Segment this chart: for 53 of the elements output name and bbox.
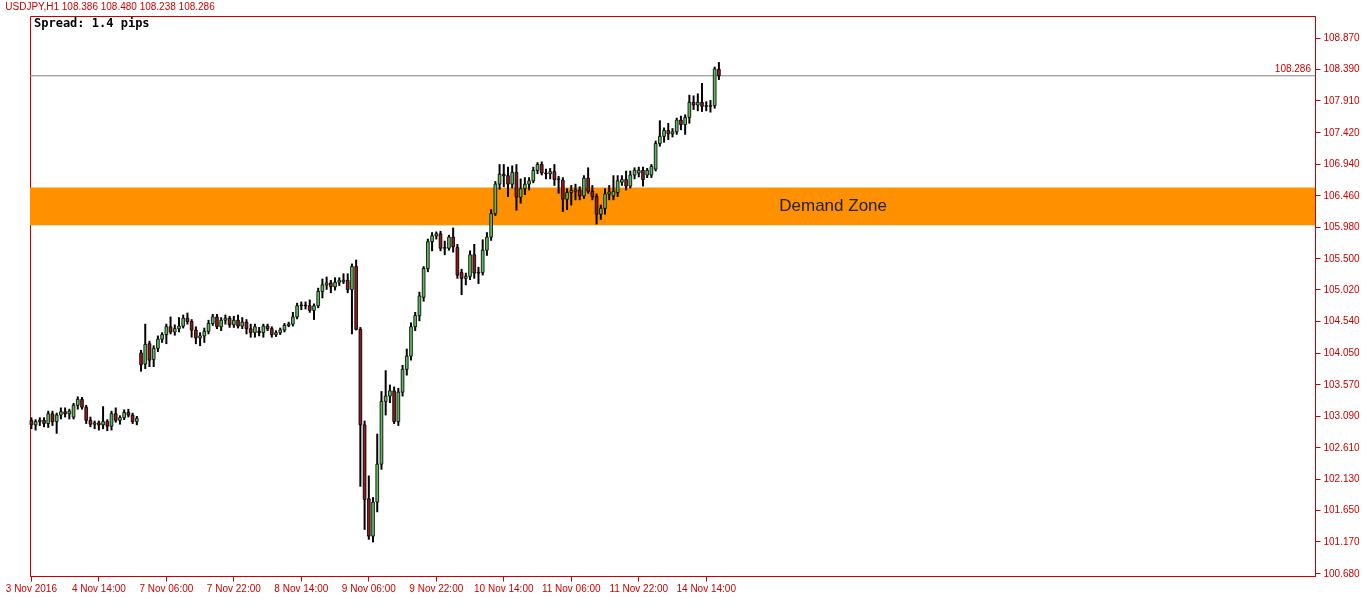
y-tick-label: 105.500 bbox=[1323, 252, 1361, 264]
candlestick bbox=[700, 83, 704, 112]
candlestick bbox=[561, 177, 565, 212]
y-tick-label: 102.610 bbox=[1323, 441, 1361, 453]
y-tick-label: 104.050 bbox=[1323, 347, 1361, 359]
y-tick-label: 106.460 bbox=[1323, 189, 1361, 201]
ref-line-label: 108.286 bbox=[1274, 62, 1312, 74]
x-tick-label: 9 Nov 06:00 bbox=[341, 582, 397, 594]
candlestick bbox=[615, 175, 620, 197]
candlestick bbox=[506, 166, 510, 197]
y-tick-label: 103.090 bbox=[1323, 410, 1361, 422]
y-tick-label: 105.020 bbox=[1323, 283, 1361, 295]
candlestick bbox=[101, 406, 105, 430]
x-tick-label: 8 Nov 14:00 bbox=[274, 582, 329, 594]
annotation: Spread: 1.4 pips bbox=[34, 16, 150, 30]
x-tick-label: 9 Nov 22:00 bbox=[409, 582, 464, 594]
y-tick-label: 105.980 bbox=[1323, 221, 1361, 233]
x-tick-label: 10 Nov 14:00 bbox=[474, 582, 534, 594]
y-tick-label: 102.130 bbox=[1323, 473, 1361, 485]
y-tick-label: 103.570 bbox=[1323, 378, 1361, 390]
candlestick bbox=[143, 323, 148, 369]
y-tick-label: 101.650 bbox=[1323, 504, 1361, 516]
candlestick bbox=[54, 412, 59, 434]
candlestick bbox=[569, 185, 574, 206]
y-tick-label: 108.390 bbox=[1323, 63, 1361, 75]
x-tick-label: 4 Nov 14:00 bbox=[71, 582, 127, 594]
candlestick bbox=[573, 183, 578, 201]
candlestick bbox=[611, 175, 616, 201]
y-tick-label: 108.870 bbox=[1323, 32, 1361, 44]
x-tick-label: 7 Nov 06:00 bbox=[139, 582, 194, 594]
candlestick bbox=[257, 327, 261, 337]
candlestick bbox=[337, 277, 342, 286]
x-tick-label: 11 Nov 22:00 bbox=[609, 582, 669, 594]
y-tick-label: 100.680 bbox=[1323, 567, 1361, 579]
candlestick bbox=[552, 164, 557, 186]
x-tick-label: 11 Nov 06:00 bbox=[541, 582, 602, 594]
candlestick bbox=[164, 323, 169, 345]
y-tick-label: 107.420 bbox=[1323, 126, 1361, 138]
x-tick-label: 14 Nov 14:00 bbox=[676, 582, 737, 594]
y-tick-label: 101.170 bbox=[1323, 535, 1361, 547]
candlestick bbox=[350, 263, 354, 335]
y-tick-label: 107.910 bbox=[1323, 94, 1361, 106]
candlestick bbox=[38, 417, 42, 426]
x-tick-label: 7 Nov 22:00 bbox=[206, 582, 262, 594]
x-tick-label: 3 Nov 2016 bbox=[5, 582, 58, 594]
y-tick-label: 104.540 bbox=[1323, 315, 1361, 327]
y-tick-label: 106.940 bbox=[1323, 158, 1361, 170]
band-label: Demand Zone bbox=[779, 196, 887, 216]
candlestick bbox=[544, 168, 548, 180]
chart-title: USDJPY,H1 108.386 108.480 108.238 108.286 bbox=[5, 1, 216, 12]
candlestick bbox=[704, 101, 709, 112]
candlestick bbox=[594, 193, 599, 225]
candlestick bbox=[438, 230, 443, 252]
